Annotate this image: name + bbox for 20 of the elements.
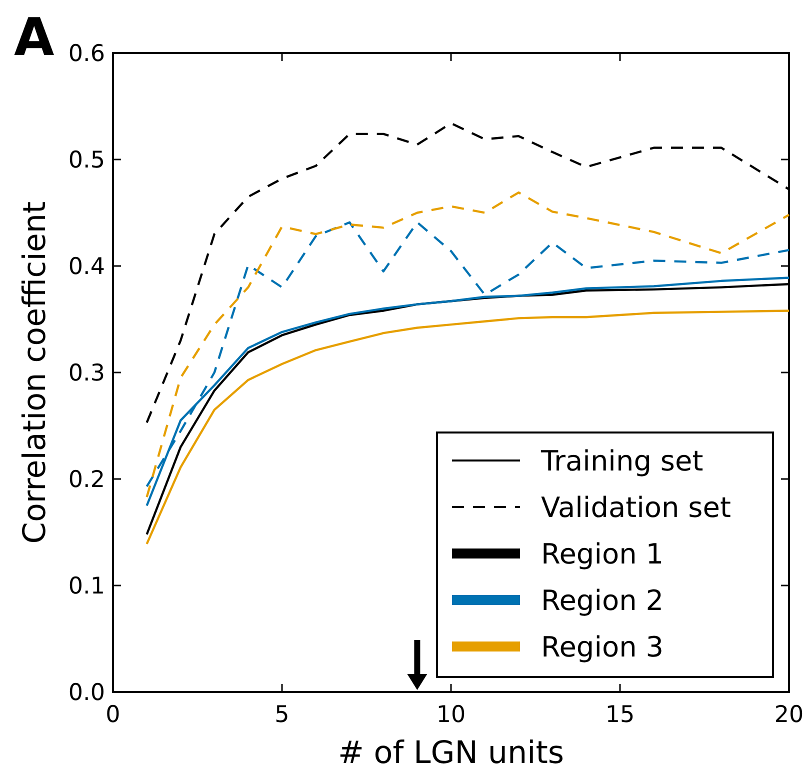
x-axis-title: # of LGN units (338, 735, 564, 771)
annotation: Training set (540, 444, 704, 478)
x-tick-label: 15 (605, 702, 635, 728)
annotation: Validation set (541, 491, 731, 524)
legend-label: Region 3 (541, 630, 664, 664)
x-tick-label: 5 (274, 702, 290, 728)
y-tick-label: 0.5 (68, 148, 105, 174)
legend-label: Region 1 (541, 538, 664, 570)
legend-label: Region 2 (541, 584, 664, 617)
y-axis-title: Correlation coefficient (17, 201, 53, 544)
y-tick-label: 0.6 (68, 41, 105, 67)
y-tick-label: 0.1 (68, 574, 105, 600)
x-tick-label: 10 (436, 702, 466, 728)
y-tick-label: 0.0 (68, 680, 105, 706)
y-tick-label: 0.3 (68, 360, 105, 386)
x-tick-label: 0 (106, 702, 120, 728)
x-tick-label: 20 (774, 702, 804, 728)
text: A (14, 8, 54, 68)
y-tick-label: 0.2 (68, 467, 105, 493)
y-tick-label: 0.4 (68, 254, 105, 280)
